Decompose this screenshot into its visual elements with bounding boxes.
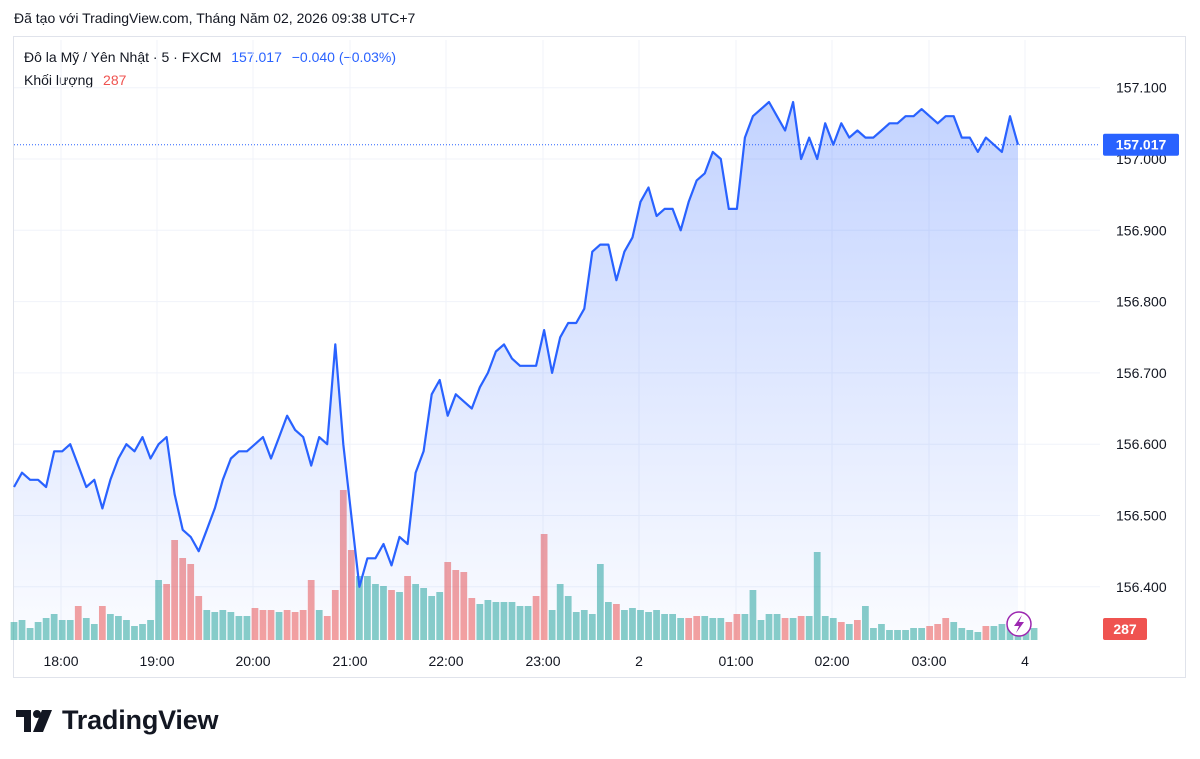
chart-legend: Đô la Mỹ / Yên Nhật · 5 · FXCM 157.017 −… bbox=[24, 49, 396, 65]
y-tick-label: 156.600 bbox=[1116, 436, 1167, 452]
volume-tag-text: 287 bbox=[1113, 621, 1137, 637]
symbol-label[interactable]: Đô la Mỹ / Yên Nhật · 5 · FXCM bbox=[24, 49, 222, 65]
y-axis: 156.400 156.500 156.600 156.700 156.800 156.9… bbox=[1116, 80, 1167, 595]
tradingview-logo-icon bbox=[16, 709, 52, 732]
last-value-labels: 157.017 287 bbox=[14, 133, 1179, 640]
last-price-tag-text: 157.017 bbox=[1116, 137, 1167, 153]
y-tick-label: 156.900 bbox=[1116, 222, 1167, 238]
last-price-tag bbox=[1103, 133, 1179, 156]
x-tick-label: 20:00 bbox=[235, 653, 270, 669]
volume-bar bbox=[1030, 628, 1038, 640]
last-price: 157.017 bbox=[231, 49, 282, 65]
chart-frame bbox=[13, 36, 1186, 678]
x-tick-label: 23:00 bbox=[525, 653, 560, 669]
volume-tag bbox=[1103, 618, 1147, 640]
x-tick-label: 2 bbox=[635, 653, 643, 669]
price-line bbox=[13, 100, 1020, 588]
y-tick-label: 156.800 bbox=[1116, 294, 1167, 310]
x-tick-label: 03:00 bbox=[911, 653, 946, 669]
price-change: −0.040 (−0.03%) bbox=[291, 49, 397, 65]
x-tick-label: 18:00 bbox=[43, 653, 78, 669]
price-area bbox=[13, 100, 1020, 640]
y-tick-label: 156.400 bbox=[1116, 579, 1167, 595]
x-tick-label: 19:00 bbox=[139, 653, 174, 669]
tradingview-wordmark: TradingView bbox=[62, 705, 219, 735]
y-tick-label: 157.100 bbox=[1116, 80, 1167, 96]
volume-value: 287 bbox=[103, 72, 127, 88]
y-tick-label: 156.700 bbox=[1116, 365, 1167, 381]
x-tick-label: 22:00 bbox=[428, 653, 463, 669]
x-tick-label: 01:00 bbox=[718, 653, 753, 669]
tradingview-logo[interactable]: TradingView bbox=[16, 705, 219, 736]
volume-label[interactable]: Khối lượng bbox=[24, 72, 94, 88]
y-tick-label: 156.500 bbox=[1116, 508, 1167, 524]
created-with-caption: Đã tạo với TradingView.com, Tháng Năm 02… bbox=[14, 10, 416, 26]
x-tick-label: 02:00 bbox=[814, 653, 849, 669]
volume-legend: Khối lượng 287 bbox=[24, 72, 126, 88]
price-area-fill bbox=[14, 102, 1018, 640]
x-axis: 18:00 19:00 20:00 21:00 22:00 23:00 2 01:00 02:0… bbox=[43, 653, 1029, 669]
x-tick-label: 4 bbox=[1021, 653, 1029, 669]
x-tick-label: 21:00 bbox=[332, 653, 367, 669]
replay-icon[interactable] bbox=[1006, 611, 1032, 637]
